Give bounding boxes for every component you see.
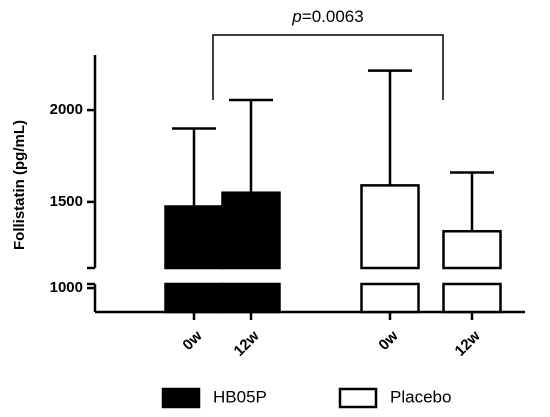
y-tick-label: 2000 — [50, 101, 83, 118]
legend-label: HB05P — [213, 387, 267, 406]
bar-lower — [164, 282, 224, 314]
significance-bracket — [212, 34, 444, 100]
bar-lower — [360, 282, 420, 314]
x-tick-label: 12w — [452, 327, 484, 359]
legend-label: Placebo — [390, 387, 451, 406]
y-axis-label: Follistatin (pg/mL) — [11, 120, 28, 250]
bar — [164, 205, 224, 270]
bar — [221, 191, 281, 270]
bar-lower — [442, 282, 502, 314]
bar — [360, 184, 420, 270]
legend-swatch — [161, 387, 201, 409]
y-tick-label: 1000 — [50, 279, 83, 296]
annotation-italic: p — [291, 7, 301, 26]
annotation-text: =0.0063 — [302, 7, 364, 26]
bar — [442, 230, 502, 270]
y-tick-label: 1500 — [50, 193, 83, 210]
legend-swatch — [338, 387, 378, 409]
x-tick-label: 12w — [231, 327, 263, 359]
bar-lower — [221, 282, 281, 314]
x-tick-label: 0w — [179, 327, 205, 353]
x-tick-label: 0w — [375, 327, 401, 353]
annotation: p=0.0063 — [291, 7, 363, 26]
